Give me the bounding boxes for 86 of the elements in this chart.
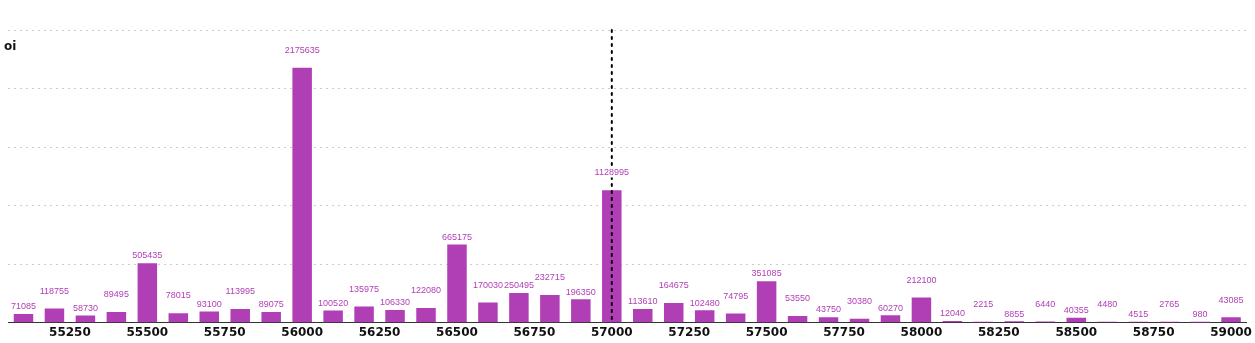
bar xyxy=(818,317,839,323)
data-label: 12040 xyxy=(939,308,965,319)
bar xyxy=(756,281,777,323)
bar xyxy=(633,309,653,323)
data-label: 60270 xyxy=(877,302,903,313)
data-label: 102480 xyxy=(689,297,720,308)
bar xyxy=(447,244,467,323)
data-label: 122080 xyxy=(410,285,442,296)
data-label: 250495 xyxy=(503,280,534,291)
data-label: 106330 xyxy=(380,297,411,308)
data-label: 170030 xyxy=(472,279,503,290)
data-label: 505435 xyxy=(132,250,163,261)
data-label: 135975 xyxy=(349,283,380,294)
bar xyxy=(416,308,436,323)
data-label: 71085 xyxy=(10,301,36,312)
data-label: 43085 xyxy=(1218,294,1244,305)
bar xyxy=(509,293,529,323)
data-label: 164675 xyxy=(658,280,689,291)
x-tick-label: 58250 xyxy=(977,324,1020,339)
data-label: 4480 xyxy=(1097,299,1118,310)
bar xyxy=(106,311,127,323)
data-label: 4515 xyxy=(1128,309,1149,320)
bar xyxy=(602,190,622,323)
bar xyxy=(168,313,189,323)
bar xyxy=(292,67,312,323)
x-tick-label: 56500 xyxy=(436,324,478,339)
bar xyxy=(199,311,220,323)
data-label: 40355 xyxy=(1063,304,1089,315)
data-label: 43750 xyxy=(816,304,842,315)
bar xyxy=(540,295,560,323)
bar xyxy=(13,314,34,323)
x-tick-label: 55250 xyxy=(49,324,91,339)
x-tick-label: 57250 xyxy=(668,324,711,339)
data-label: 30380 xyxy=(846,296,873,307)
data-label: 53550 xyxy=(785,293,811,304)
bar xyxy=(1221,317,1241,323)
data-label: 6440 xyxy=(1035,298,1056,309)
data-label: 113610 xyxy=(628,296,658,307)
x-tick-label: 58500 xyxy=(1055,324,1098,339)
x-tick-label: 57500 xyxy=(745,324,788,339)
bar xyxy=(261,311,281,323)
data-label: 2765 xyxy=(1159,299,1180,310)
bar xyxy=(694,310,715,323)
bar xyxy=(911,297,932,323)
x-tick-label: 56000 xyxy=(281,324,324,339)
x-tick-label: 55500 xyxy=(126,324,169,339)
bar xyxy=(571,299,591,323)
y-axis-title: oi xyxy=(4,39,17,54)
bar xyxy=(137,263,158,323)
bar xyxy=(787,316,808,323)
bar xyxy=(230,309,250,323)
data-label: 2215 xyxy=(973,299,994,310)
bar xyxy=(385,309,405,323)
data-label: 58730 xyxy=(72,302,98,313)
x-tick-label: 58000 xyxy=(900,324,943,339)
data-label: 118755 xyxy=(39,285,70,296)
data-label: 78015 xyxy=(165,290,191,301)
x-tick-label: 55750 xyxy=(203,324,246,339)
data-label: 74795 xyxy=(723,290,749,301)
bar xyxy=(663,303,684,323)
data-label: 196350 xyxy=(565,286,596,297)
data-label: 232715 xyxy=(534,272,565,283)
data-label: 212100 xyxy=(906,274,937,285)
bar xyxy=(354,306,374,323)
data-label: 89495 xyxy=(103,289,129,300)
data-label: 8855 xyxy=(1004,308,1025,319)
x-tick-label: 57750 xyxy=(823,324,865,339)
bar xyxy=(880,315,901,323)
x-tick-label: 57000 xyxy=(590,324,633,339)
x-tick-label: 56250 xyxy=(358,324,401,339)
bar xyxy=(75,315,96,323)
data-label: 100520 xyxy=(318,297,349,308)
bar xyxy=(478,302,498,323)
data-label: 665175 xyxy=(441,231,472,242)
data-label: 980 xyxy=(1192,309,1208,320)
x-tick-label: 56750 xyxy=(513,324,556,339)
data-label: 1128995 xyxy=(594,167,629,178)
data-label: 93100 xyxy=(196,298,222,309)
bar xyxy=(44,308,65,323)
data-label: 351085 xyxy=(751,268,782,279)
data-label: 89075 xyxy=(258,299,284,310)
x-tick-label: 58750 xyxy=(1132,324,1175,339)
bar xyxy=(323,310,343,323)
data-label: 2175635 xyxy=(284,44,320,55)
x-tick-label: 59000 xyxy=(1210,324,1252,339)
data-label: 113995 xyxy=(225,286,255,297)
